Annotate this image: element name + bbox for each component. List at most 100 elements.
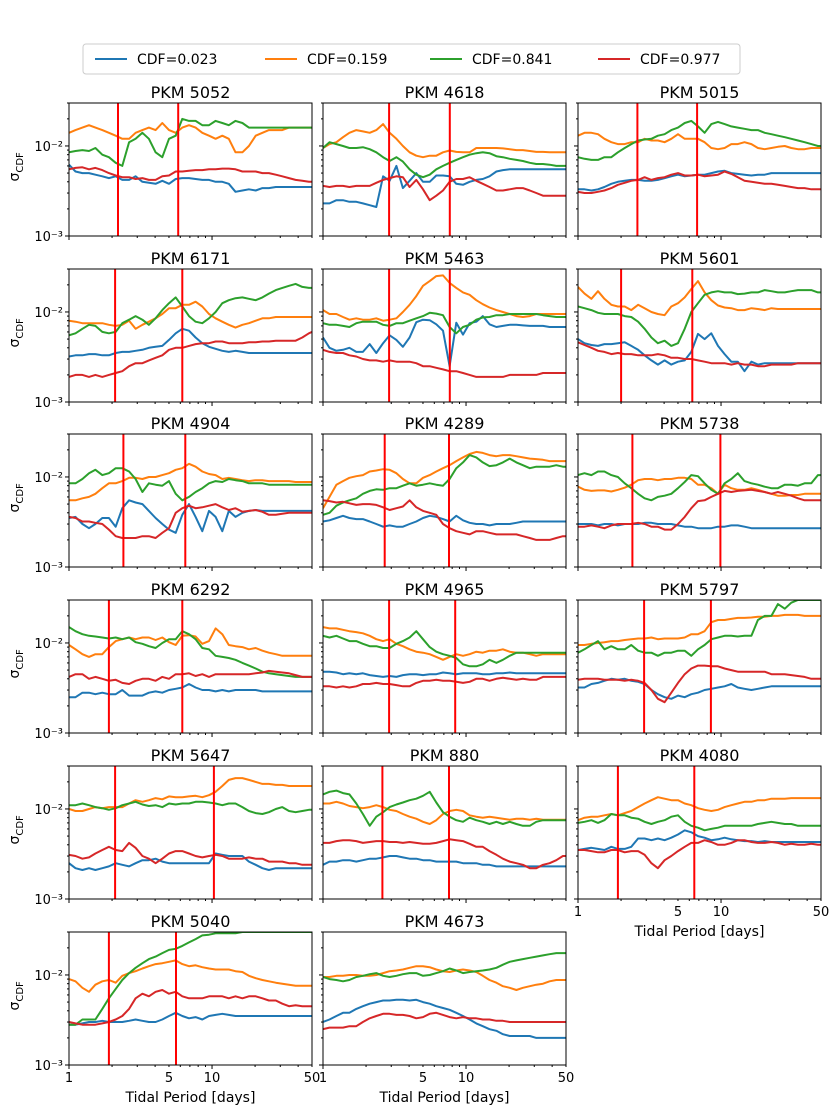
panel-plot-7 — [323, 434, 566, 567]
series-line-15-3 — [69, 989, 312, 1026]
panel-1: PKM 4618 — [319, 83, 567, 240]
series-line-3-1 — [69, 300, 312, 330]
panel-frame-5 — [577, 268, 822, 403]
series-line-1-2 — [323, 141, 566, 179]
series-line-4-1 — [323, 274, 566, 322]
legend-frame — [82, 43, 741, 75]
panel-frame-2 — [577, 102, 822, 237]
ytick-label-9-1: 10⁻² — [34, 637, 63, 652]
series-line-16-3 — [323, 1011, 566, 1031]
series-line-12-3 — [69, 841, 312, 866]
y-axis-label-sub: CDF — [15, 483, 26, 504]
series-line-4-2 — [323, 311, 566, 335]
panel-title-14: PKM 4080 — [660, 746, 740, 765]
xtick-label-14-1: 5 — [674, 905, 682, 920]
panel-0: PKM 5052 10⁻³ 10⁻² σCDF — [7, 83, 313, 245]
series-line-2-1 — [578, 131, 821, 151]
panel-title-13: PKM 880 — [410, 746, 480, 765]
y-axis-label-9: σCDF — [7, 649, 26, 679]
xtick-label-15-3: 50 — [304, 1071, 321, 1086]
series-line-2-2 — [578, 119, 821, 161]
series-line-12-2 — [69, 800, 312, 815]
series-line-10-3 — [323, 675, 566, 689]
series-line-1-3 — [323, 175, 566, 202]
panel-plot-13 — [323, 766, 566, 899]
series-line-4-0 — [323, 315, 566, 368]
panel-frame-6 — [68, 433, 313, 568]
series-line-6-3 — [69, 503, 312, 539]
y-axis-label-sub: CDF — [15, 152, 26, 173]
series-line-7-3 — [323, 499, 566, 541]
panel-plot-5 — [578, 269, 821, 402]
panel-frame-13 — [322, 765, 567, 900]
series-line-10-2 — [323, 630, 566, 668]
series-line-9-3 — [69, 669, 312, 685]
ytick-label-15-0: 10⁻³ — [34, 1059, 63, 1074]
ytick-label-6-1: 10⁻² — [34, 471, 63, 486]
series-line-13-2 — [323, 789, 566, 827]
panel-8: PKM 5738 — [574, 414, 822, 571]
series-line-8-2 — [578, 470, 821, 502]
series-line-11-1 — [578, 613, 821, 646]
series-line-13-1 — [323, 800, 566, 825]
panel-plot-10 — [323, 600, 566, 733]
panel-frame-3 — [68, 268, 313, 403]
panel-title-15: PKM 5040 — [151, 912, 231, 931]
panel-title-7: PKM 4289 — [405, 414, 485, 433]
panel-plot-15 — [69, 932, 312, 1065]
series-line-10-1 — [323, 626, 566, 661]
ytick-label-3-1: 10⁻² — [34, 306, 63, 321]
y-axis-label-sub: CDF — [15, 318, 26, 339]
panel-title-11: PKM 5797 — [660, 580, 740, 599]
series-line-12-0 — [69, 852, 312, 871]
panel-plot-4 — [323, 269, 566, 402]
series-line-2-3 — [578, 170, 821, 194]
panel-frame-14 — [577, 765, 822, 900]
panel-2: PKM 5015 — [574, 83, 822, 240]
panel-plot-9 — [69, 600, 312, 733]
panel-12: PKM 5647 10⁻³ 10⁻² σCDF — [7, 746, 313, 908]
ytick-label-0-0: 10⁻³ — [34, 230, 63, 245]
series-line-16-0 — [323, 998, 566, 1039]
ytick-label-6-0: 10⁻³ — [34, 561, 63, 576]
y-axis-label-0: σCDF — [7, 152, 26, 182]
y-axis-label-3: σCDF — [7, 318, 26, 348]
xtick-label-15-2: 10 — [204, 1071, 221, 1086]
y-axis-label-6: σCDF — [7, 483, 26, 513]
ytick-label-9-0: 10⁻³ — [34, 727, 63, 742]
series-line-14-0 — [578, 829, 821, 851]
series-line-5-2 — [578, 289, 821, 347]
panel-13: PKM 880 — [319, 746, 567, 903]
panel-title-5: PKM 5601 — [660, 249, 740, 268]
series-line-13-0 — [323, 855, 566, 868]
series-line-1-1 — [323, 123, 566, 159]
series-line-0-2 — [69, 117, 312, 167]
series-line-14-2 — [578, 813, 821, 832]
series-line-6-1 — [69, 462, 312, 502]
series-line-6-0 — [69, 499, 312, 534]
xtick-label-16-1: 5 — [419, 1071, 427, 1086]
panel-title-12: PKM 5647 — [151, 746, 231, 765]
xtick-label-14-2: 10 — [713, 905, 730, 920]
series-line-9-0 — [69, 683, 312, 699]
panel-6: PKM 4904 10⁻³ 10⁻² σCDF — [7, 414, 313, 576]
panel-frame-1 — [322, 102, 567, 237]
series-line-3-3 — [69, 330, 312, 378]
panel-9: PKM 6292 10⁻³ 10⁻² σCDF — [7, 580, 313, 742]
panel-frame-0 — [68, 102, 313, 237]
series-line-11-2 — [578, 600, 821, 657]
panel-title-9: PKM 6292 — [151, 580, 231, 599]
series-line-3-0 — [69, 327, 312, 358]
panel-plot-14 — [578, 766, 821, 899]
series-line-0-1 — [69, 122, 312, 154]
panel-frame-9 — [68, 599, 313, 734]
panel-plot-0 — [69, 103, 312, 236]
panel-3: PKM 6171 10⁻³ 10⁻² σCDF — [7, 249, 313, 411]
y-axis-label-sub: CDF — [15, 815, 26, 836]
panel-10: PKM 4965 — [319, 580, 567, 737]
ytick-label-12-0: 10⁻³ — [34, 893, 63, 908]
xtick-label-16-0: 1 — [319, 1071, 327, 1086]
